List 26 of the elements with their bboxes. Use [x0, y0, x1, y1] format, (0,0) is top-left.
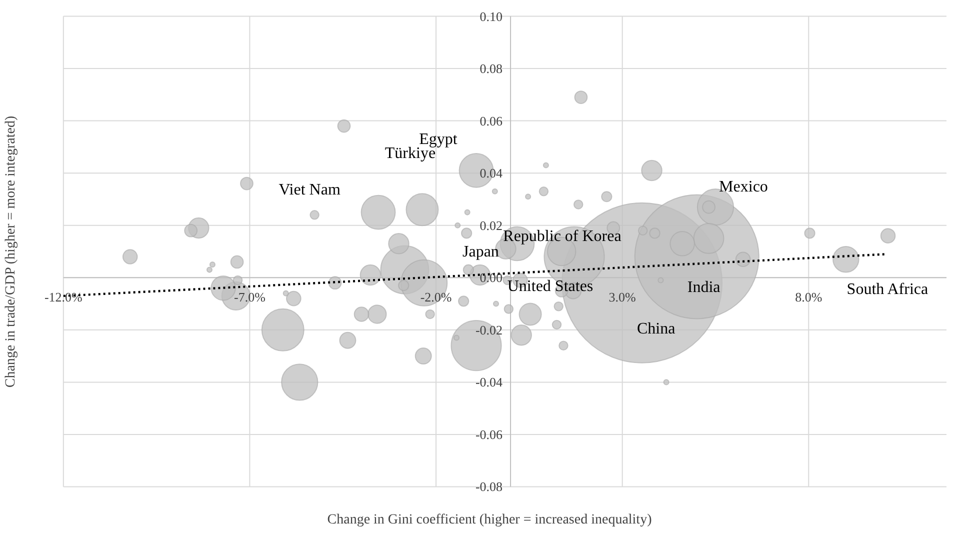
- y-tick-label: 0.04: [480, 166, 504, 181]
- annotation: South Africa: [846, 280, 928, 298]
- annotation: China: [636, 320, 676, 338]
- x-tick-label: -12.0%: [44, 290, 83, 305]
- y-axis-title: Change in trade/GDP (higher = more integrated): [4, 116, 18, 388]
- annotation: Japan: [462, 243, 499, 260]
- annotation: India: [687, 279, 720, 296]
- annotation: United States: [507, 278, 594, 296]
- annotation: Viet Nam: [278, 181, 341, 198]
- y-tick-label: -0.06: [475, 426, 504, 442]
- y-tick-label: -0.02: [475, 322, 503, 338]
- x-tick-label: 8.0%: [795, 290, 822, 305]
- x-tick-label: 3.0%: [608, 290, 636, 305]
- y-tick-label: 0.02: [480, 218, 503, 233]
- x-tick-label: -2.0%: [420, 290, 452, 305]
- x-axis-title: Change in Gini coefficient (higher = increased inequality): [327, 512, 652, 528]
- y-tick-label: -0.04: [475, 374, 504, 390]
- y-tick-label: 0.06: [480, 113, 504, 128]
- annotation: Republic of Korea: [503, 228, 622, 246]
- annotation: Egypt: [419, 130, 458, 148]
- y-tick-label: 0.08: [480, 61, 503, 76]
- y-tick-label: 0.00: [480, 270, 503, 286]
- y-tick-label: 0.10: [480, 8, 503, 24]
- annotation: Mexico: [719, 178, 768, 196]
- x-tick-label: -7.0%: [234, 290, 266, 305]
- y-tick-label: -0.08: [475, 479, 503, 494]
